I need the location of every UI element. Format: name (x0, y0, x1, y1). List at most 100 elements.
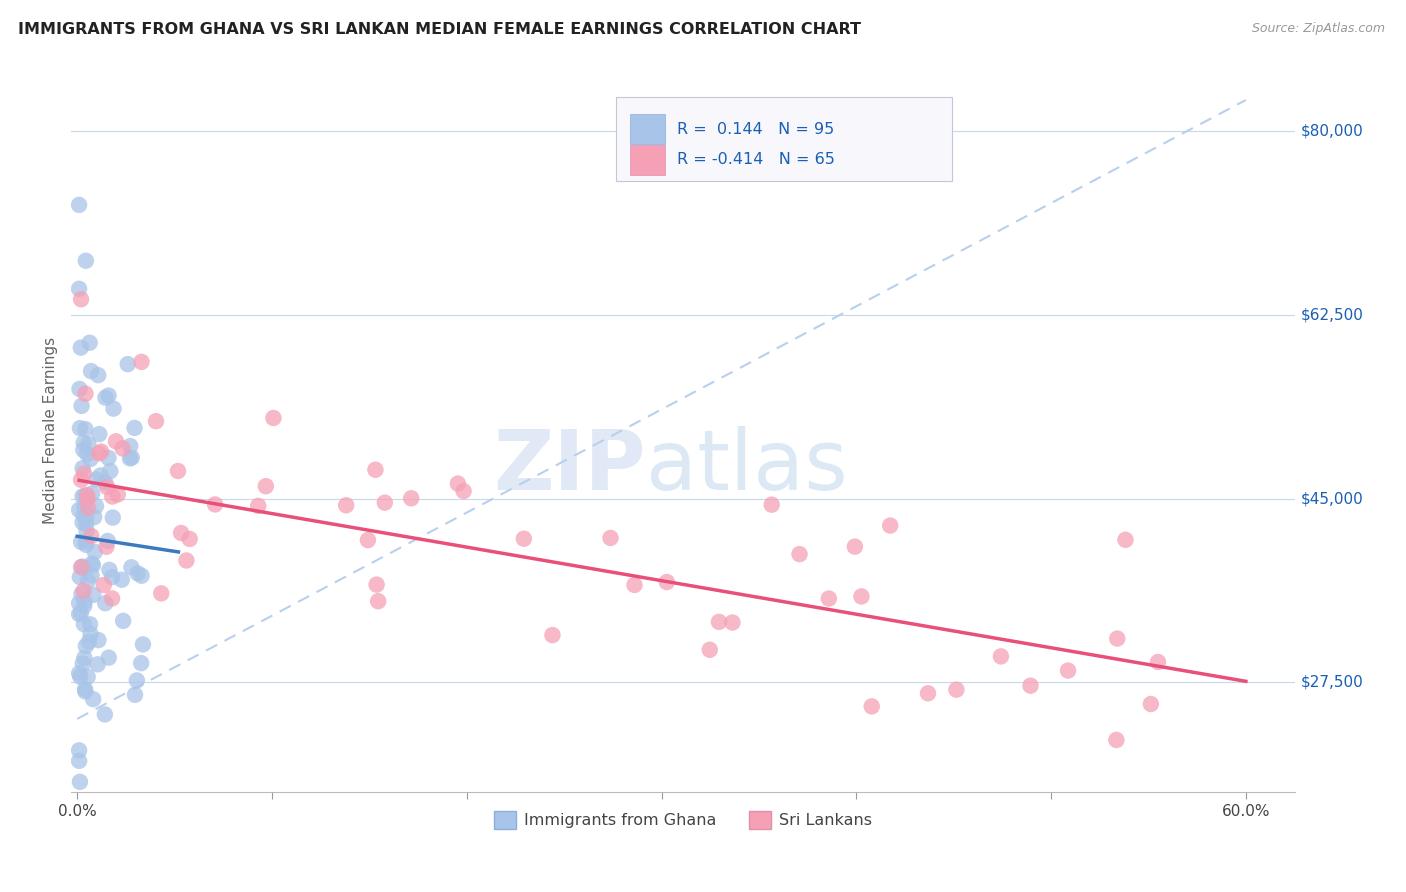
Point (67, 666, 90, 681)
Point (79, 335, 101, 350)
Point (761, 498, 783, 512)
Point (67, 607, 90, 621)
Point (76, 524, 98, 538)
Legend: Immigrants from Ghana, Sri Lankans: Immigrants from Ghana, Sri Lankans (488, 805, 879, 835)
Point (364, 463, 387, 477)
Point (1140, 697, 1163, 711)
Point (707, 615, 730, 629)
Point (254, 479, 277, 493)
Point (945, 682, 967, 697)
Point (69, 382, 91, 396)
Point (72, 657, 94, 671)
Text: $62,500: $62,500 (1301, 308, 1364, 323)
Point (77, 500, 100, 515)
Point (70, 606, 93, 620)
Point (70, 587, 93, 601)
Point (101, 490, 124, 504)
Point (80, 529, 103, 543)
Point (357, 533, 380, 547)
Point (817, 591, 839, 606)
Point (97, 650, 120, 665)
Point (75, 534, 97, 549)
Point (72, 490, 94, 504)
Point (860, 699, 883, 714)
Point (120, 439, 142, 453)
Point (124, 688, 146, 702)
Point (851, 590, 873, 604)
Point (131, 568, 153, 582)
Point (87, 446, 110, 460)
Point (132, 637, 155, 651)
Point (73, 617, 96, 632)
Point (70, 560, 93, 574)
Point (125, 673, 148, 688)
Point (541, 628, 564, 642)
Point (75, 253, 97, 268)
Point (67, 503, 90, 517)
Point (98, 464, 121, 478)
Point (69, 670, 91, 684)
Point (366, 577, 388, 591)
Point (111, 442, 134, 456)
Point (86, 657, 108, 672)
Point (82, 558, 104, 573)
Point (75, 422, 97, 436)
Point (89, 427, 111, 442)
Point (131, 355, 153, 369)
Text: ZIP: ZIP (494, 426, 647, 508)
Point (75, 639, 97, 653)
Point (69, 341, 91, 355)
Point (69, 570, 91, 584)
Point (72, 583, 94, 598)
Point (77, 437, 100, 451)
Point (98, 563, 121, 577)
FancyBboxPatch shape (616, 97, 952, 181)
Point (72, 461, 94, 475)
Point (75, 509, 97, 524)
Point (117, 357, 139, 371)
Point (97, 388, 120, 402)
Point (76, 491, 98, 506)
Point (90, 468, 112, 483)
FancyBboxPatch shape (630, 145, 665, 175)
Point (176, 553, 198, 567)
Point (399, 491, 422, 506)
Point (107, 487, 129, 501)
Point (1105, 733, 1128, 747)
Point (990, 649, 1012, 664)
Point (70, 293, 93, 307)
Point (721, 615, 744, 630)
Point (82, 692, 104, 706)
Point (1019, 679, 1042, 693)
Point (513, 532, 536, 546)
Point (97, 533, 120, 548)
Point (101, 570, 124, 584)
Point (77, 574, 100, 588)
Point (70, 399, 93, 413)
Point (94, 475, 117, 490)
Point (73, 651, 96, 665)
Point (204, 498, 226, 512)
Point (73, 682, 96, 697)
Point (96, 480, 118, 494)
Point (75, 684, 97, 698)
Point (75, 386, 97, 401)
Point (94, 391, 117, 405)
Point (67, 596, 90, 610)
Point (167, 464, 190, 478)
Point (101, 510, 124, 524)
Point (120, 560, 142, 574)
Point (73, 489, 96, 503)
Point (145, 414, 167, 428)
Text: R =  0.144   N = 95: R = 0.144 N = 95 (676, 121, 834, 136)
Point (76, 447, 98, 461)
Point (453, 484, 475, 499)
Point (73, 467, 96, 481)
Text: R = -0.414   N = 65: R = -0.414 N = 65 (676, 153, 835, 168)
Point (87, 633, 110, 648)
Point (83, 510, 105, 524)
Point (79, 617, 101, 632)
FancyBboxPatch shape (630, 114, 665, 145)
Point (447, 476, 470, 491)
Point (77, 634, 100, 648)
